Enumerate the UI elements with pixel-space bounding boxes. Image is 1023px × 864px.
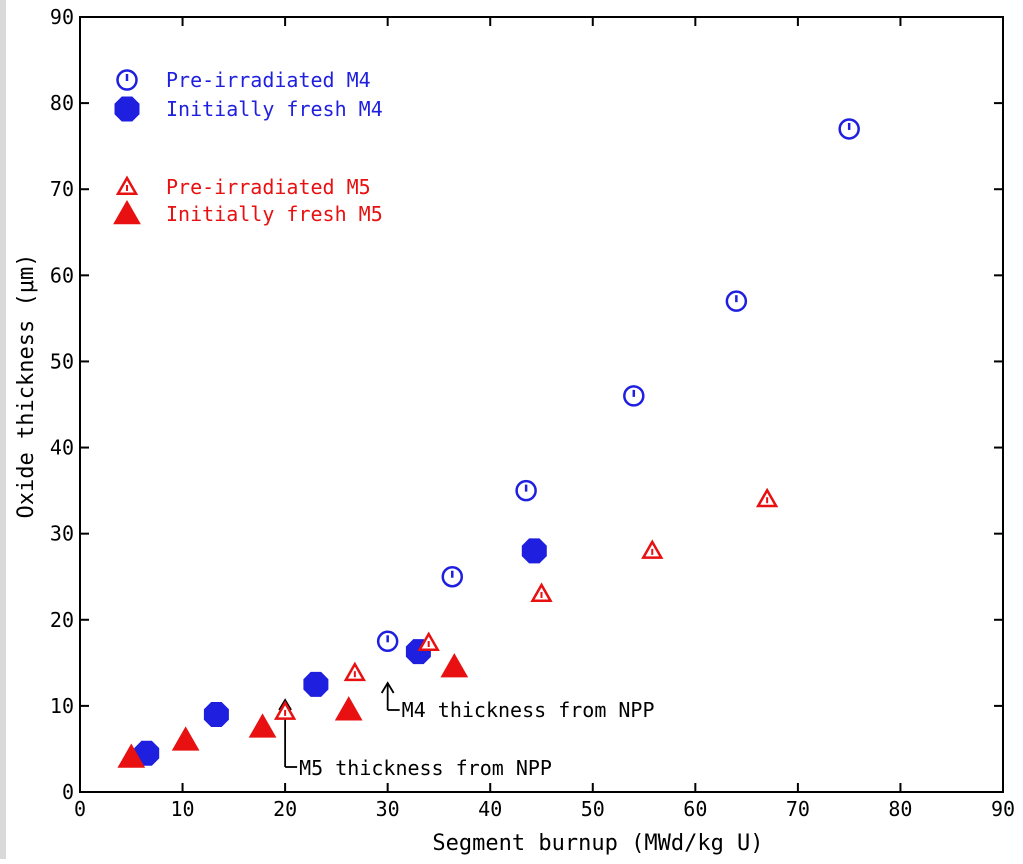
y-tick-label: 60 bbox=[50, 263, 74, 287]
data-point bbox=[727, 292, 746, 311]
data-point bbox=[522, 539, 546, 563]
y-tick-label: 20 bbox=[50, 608, 74, 632]
annotation-label: M4 thickness from NPP bbox=[402, 698, 655, 722]
data-point bbox=[624, 386, 643, 405]
legend-label: Initially fresh M5 bbox=[166, 202, 383, 226]
x-tick-label: 90 bbox=[991, 797, 1015, 821]
data-point bbox=[443, 567, 462, 586]
y-tick-label: 30 bbox=[50, 522, 74, 546]
left-edge-bar bbox=[0, 0, 6, 859]
y-tick-label: 0 bbox=[62, 780, 74, 804]
marker-octagon bbox=[522, 539, 546, 563]
x-tick-label: 10 bbox=[171, 797, 195, 821]
legend-label: Initially fresh M4 bbox=[166, 97, 383, 121]
data-point bbox=[378, 632, 397, 651]
x-axis-title: Segment burnup (MWd/kg U) bbox=[432, 831, 763, 856]
y-tick-label: 40 bbox=[50, 436, 74, 460]
x-tick-label: 70 bbox=[786, 797, 810, 821]
annotation-label: M5 thickness from NPP bbox=[299, 756, 552, 780]
data-point bbox=[517, 481, 536, 500]
y-tick-label: 80 bbox=[50, 91, 74, 115]
y-axis-title: Oxide thickness (μm) bbox=[14, 254, 39, 519]
marker-octagon bbox=[204, 703, 228, 727]
x-tick-label: 20 bbox=[273, 797, 297, 821]
marker-octagon bbox=[304, 672, 328, 696]
x-tick-label: 60 bbox=[683, 797, 707, 821]
x-tick-label: 80 bbox=[888, 797, 912, 821]
legend-marker bbox=[118, 71, 137, 90]
y-tick-label: 10 bbox=[50, 694, 74, 718]
x-tick-label: 30 bbox=[376, 797, 400, 821]
data-point bbox=[304, 672, 328, 696]
x-tick-label: 0 bbox=[74, 797, 86, 821]
y-tick-label: 70 bbox=[50, 177, 74, 201]
legend-label: Pre-irradiated M4 bbox=[166, 68, 371, 92]
y-tick-label: 90 bbox=[50, 5, 74, 29]
legend-label: Pre-irradiated M5 bbox=[166, 175, 371, 199]
data-point bbox=[840, 119, 859, 138]
x-tick-label: 40 bbox=[478, 797, 502, 821]
marker-octagon bbox=[115, 97, 139, 121]
legend-marker bbox=[115, 97, 139, 121]
x-tick-label: 50 bbox=[581, 797, 605, 821]
y-tick-label: 50 bbox=[50, 349, 74, 373]
data-point bbox=[204, 703, 228, 727]
